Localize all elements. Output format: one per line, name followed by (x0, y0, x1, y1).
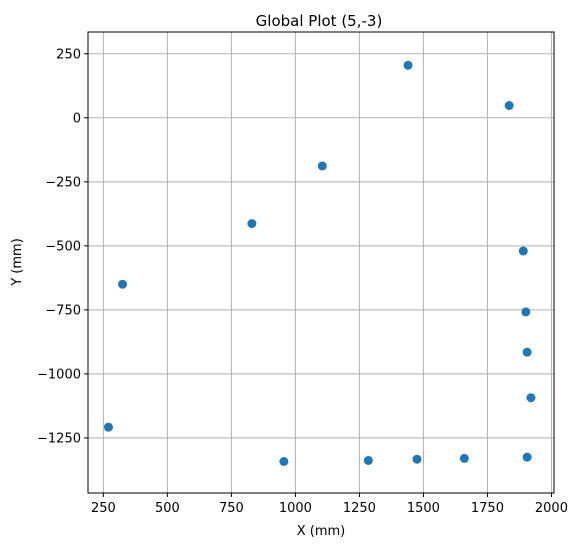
y-tick-label: −250 (45, 175, 81, 190)
y-tick-label: −500 (45, 239, 81, 254)
y-tick-label: 250 (56, 47, 81, 62)
x-tick-label: 1500 (407, 501, 440, 516)
scatter-point (247, 219, 257, 229)
x-tick-label: 1000 (279, 501, 312, 516)
y-tick-label: −1250 (37, 431, 81, 446)
x-axis-label: X (mm) (297, 524, 346, 539)
y-tick-label: 0 (73, 111, 81, 126)
scatter-point (521, 307, 531, 317)
plot-frame (87, 31, 555, 494)
scatter-point (279, 456, 289, 466)
data-points (103, 60, 536, 466)
scatter-point (403, 60, 413, 70)
y-tick-label: −750 (45, 303, 81, 318)
x-tick-label: 1750 (471, 501, 504, 516)
scatter-point (522, 452, 532, 462)
scatter-point (504, 101, 514, 111)
x-tick-label: 500 (155, 501, 180, 516)
scatter-point (118, 279, 128, 289)
scatter-point (526, 393, 536, 403)
chart-title: Global Plot (5,-3) (256, 12, 383, 30)
y-axis-label: Y (mm) (10, 238, 25, 287)
scatter-point (363, 455, 373, 465)
axis-ticks: 250 500 750 1000 1250 1500 1750 2000 250 0 −250 −50… (37, 47, 568, 516)
grid (88, 32, 554, 493)
x-tick-label: 250 (91, 501, 116, 516)
x-tick-label: 2000 (535, 501, 568, 516)
x-tick-label: 1250 (343, 501, 376, 516)
scatter-point (317, 161, 327, 171)
scatter-point (459, 453, 469, 463)
scatter-point (103, 422, 113, 432)
scatter-point (518, 246, 528, 256)
y-tick-label: −1000 (37, 367, 81, 382)
x-tick-label: 750 (219, 501, 244, 516)
scatter-point (412, 454, 422, 464)
scatter-point (522, 347, 532, 357)
